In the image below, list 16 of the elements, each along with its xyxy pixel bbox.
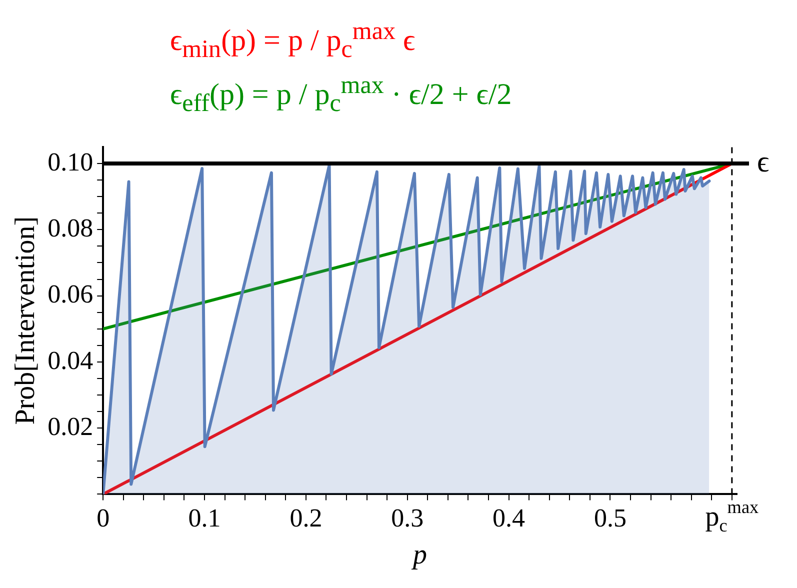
x-tick-label: 0.2 <box>290 503 322 532</box>
ref-line-label: ϵ <box>757 144 770 178</box>
y-tick-label: 0.06 <box>48 279 94 308</box>
y-tick-label: 0.04 <box>48 345 94 374</box>
x-axis-title: p <box>411 539 428 570</box>
x-tick-label: 0.1 <box>188 503 221 532</box>
text: ϵ$_{eff}$(p) = p / p$_{c}$$^{max}$ · ϵ/2 + ϵ/2 <box>170 71 513 120</box>
text: ϵ$_{min}$(p) = p / p$_{c}$$^{max}$ ϵ <box>170 17 416 65</box>
y-tick-label: 0.08 <box>48 212 94 242</box>
x-tick-label: 0.5 <box>594 503 626 532</box>
y-axis-title: Prob[Intervention] <box>10 216 42 424</box>
y-tick-label: 0.02 <box>48 411 94 440</box>
y-tick-label: 0.10 <box>48 146 94 176</box>
x-tick-label: 0 <box>96 503 110 532</box>
x-tick-label: 0.4 <box>492 503 526 532</box>
x-tick-label: 0.3 <box>391 503 424 532</box>
